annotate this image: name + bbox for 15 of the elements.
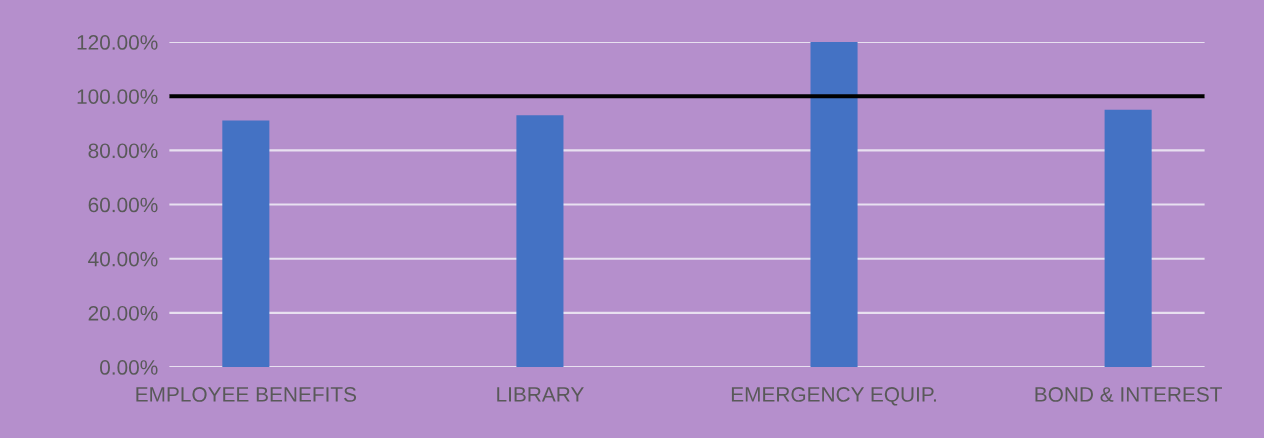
y-tick-label: 60.00% bbox=[88, 197, 158, 213]
y-tick-label: 20.00% bbox=[88, 305, 158, 321]
y-tick-label: 100.00% bbox=[77, 89, 158, 104]
x-tick-label: LIBRARY bbox=[497, 387, 584, 402]
bar bbox=[1104, 109, 1152, 368]
x-tick-label: EMERGENCY EQUIP. bbox=[731, 387, 936, 406]
y-tick-label: 0.00% bbox=[100, 360, 158, 375]
x-tick-label: EMPLOYEE BENEFITS bbox=[136, 387, 357, 402]
y-tick-label: 80.00% bbox=[88, 143, 158, 159]
bar bbox=[222, 120, 270, 368]
bar bbox=[810, 42, 858, 368]
x-tick-label: BOND & INTEREST bbox=[1035, 387, 1222, 402]
bar bbox=[516, 115, 564, 368]
y-tick-label: 40.00% bbox=[88, 251, 158, 267]
y-tick-label: 120.00% bbox=[77, 35, 158, 50]
